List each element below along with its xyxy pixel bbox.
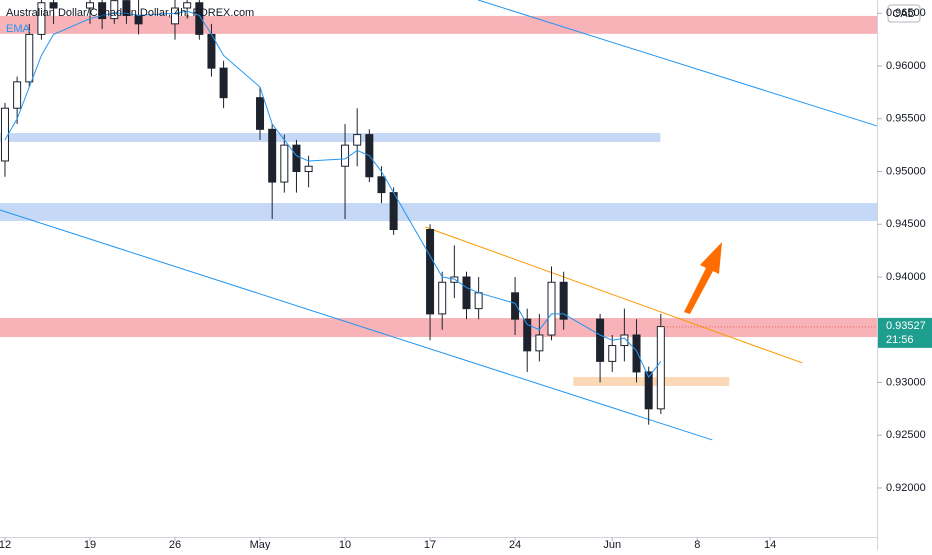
candle-body [219,67,228,99]
candle-body [474,292,483,310]
zone [0,133,661,142]
candle-body [49,2,58,9]
candle-body [304,165,313,173]
y-tick-label: 0.94500 [886,218,926,230]
candle-body [98,2,107,20]
zone [0,15,877,34]
trend-line [478,0,878,127]
candle-body [608,345,617,362]
candle-body [535,334,544,352]
candle-body [389,192,398,231]
candle-body [644,371,653,410]
y-tick-label: 0.92000 [886,482,926,494]
candle-body [122,0,131,16]
candle-body [13,81,22,109]
y-tick-label: 0.93000 [886,376,926,388]
candle-body [547,281,556,336]
candle-body [183,2,192,9]
candle-body [426,229,435,315]
x-tick-label: 8 [694,539,700,550]
candle-body [559,281,568,320]
y-tick-label: 0.96500 [886,7,926,19]
x-tick-label: 19 [84,539,96,550]
trend-line [0,209,713,441]
x-tick-label: 26 [169,539,181,550]
candle-body [171,7,180,25]
candle-body [438,281,447,315]
candle-body [656,326,665,410]
currency[interactable]: CAD [892,8,915,20]
candle-body [0,107,9,162]
y-tick-label: 0.96000 [886,60,926,72]
y-tick-label: 0.92500 [886,429,926,441]
candle-body [353,134,362,146]
last-price-box [878,317,932,348]
candle-body [377,176,386,194]
candle-body [632,334,641,373]
candle-body [596,318,605,362]
countdown: 21:56 [886,334,914,346]
candle-body [85,2,94,9]
plot-area [0,0,878,441]
candle-body [280,144,289,183]
x-tick-label: Jun [603,539,621,550]
candle-body [292,144,301,173]
x-tick-label: 12 [0,539,11,550]
indicator-label: EMA [6,23,31,35]
y-tick-label: 0.95000 [886,165,926,177]
zone [0,203,877,221]
candle-body [110,0,119,20]
candle-body [195,2,204,35]
chart-title: Australian Dollar/Canadian Dollar, 4h, F… [6,7,254,19]
x-tick-label: May [250,539,271,550]
x-tick-label: 14 [764,539,776,550]
x-tick-label: 17 [424,539,436,550]
x-tick-label: 24 [509,539,521,550]
candle-body [37,2,46,35]
y-tick-label: 0.95500 [886,113,926,125]
candle-body [256,97,265,130]
x-tick-label: 10 [339,539,351,550]
arrow [684,242,722,314]
candle-body [341,144,350,167]
ema-line [4,10,662,379]
trend-line [425,226,803,364]
candle-body [25,33,34,83]
zone [0,318,877,338]
candle-body [511,292,520,320]
currency-box[interactable] [887,4,921,23]
candle-body [268,128,277,183]
y-tick-label: 0.94000 [886,271,926,283]
candle-body [462,276,471,310]
last-price: 0.93527 [886,320,926,332]
candle-body [523,318,532,352]
candle-body [620,334,629,347]
